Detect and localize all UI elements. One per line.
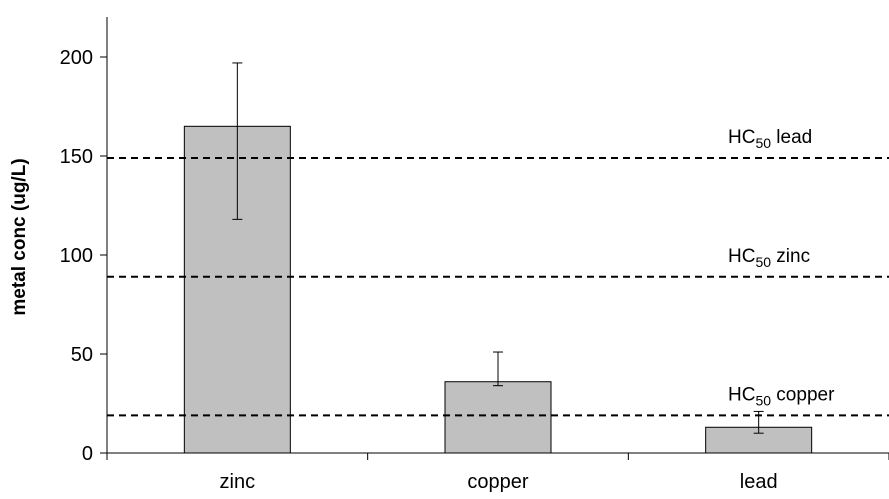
reference-label-0: HC50 lead (728, 127, 812, 151)
reference-label-1: HC50 zinc (728, 246, 810, 270)
plot-area: 0 50 100 150 200 zinc copper lead HC50 lead HC50 … (60, 17, 889, 493)
y-axis-label: metal conc (ug/L) (9, 158, 30, 315)
y-tick-label-2: 100 (60, 245, 93, 267)
y-tick-label-3: 150 (60, 146, 93, 168)
y-tick-label-0: 0 (82, 443, 93, 465)
y-tick-label-4: 200 (60, 47, 93, 69)
bar-copper (444, 381, 552, 454)
x-category-label-zinc: zinc (220, 471, 256, 493)
y-tick-label-1: 50 (71, 344, 93, 366)
x-category-label-copper: copper (467, 471, 528, 493)
reference-label-2: HC50 copper (728, 384, 835, 408)
x-category-label-lead: lead (740, 471, 778, 493)
